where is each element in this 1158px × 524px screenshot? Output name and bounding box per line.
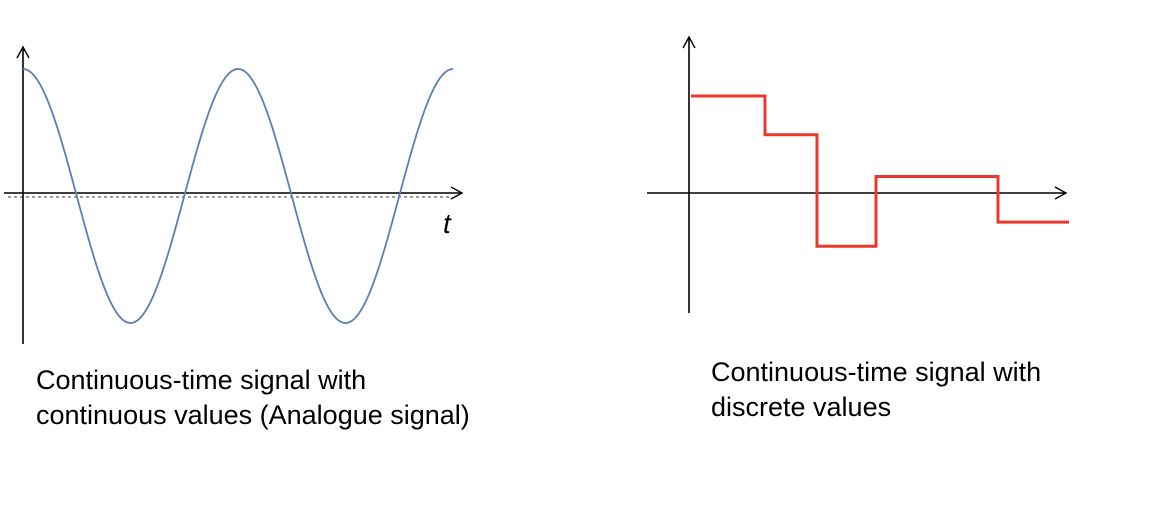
caption-line: Continuous-time signal with [36, 365, 367, 395]
caption-line: Continuous-time signal with [711, 357, 1042, 387]
caption-line: discrete values [711, 392, 892, 422]
analogue-waveform [22, 68, 454, 324]
analogue-signal-caption: Continuous-time signal with continuous v… [36, 363, 470, 433]
caption-line: continuous values (Analogue signal) [36, 400, 470, 430]
discrete-step-signal [691, 94, 1069, 248]
time-axis-label: t [443, 208, 452, 239]
discrete-signal-caption: Continuous-time signal with discrete val… [711, 355, 1041, 425]
discrete-signal-panel [647, 35, 1069, 313]
analogue-signal-panel: t [4, 45, 464, 344]
